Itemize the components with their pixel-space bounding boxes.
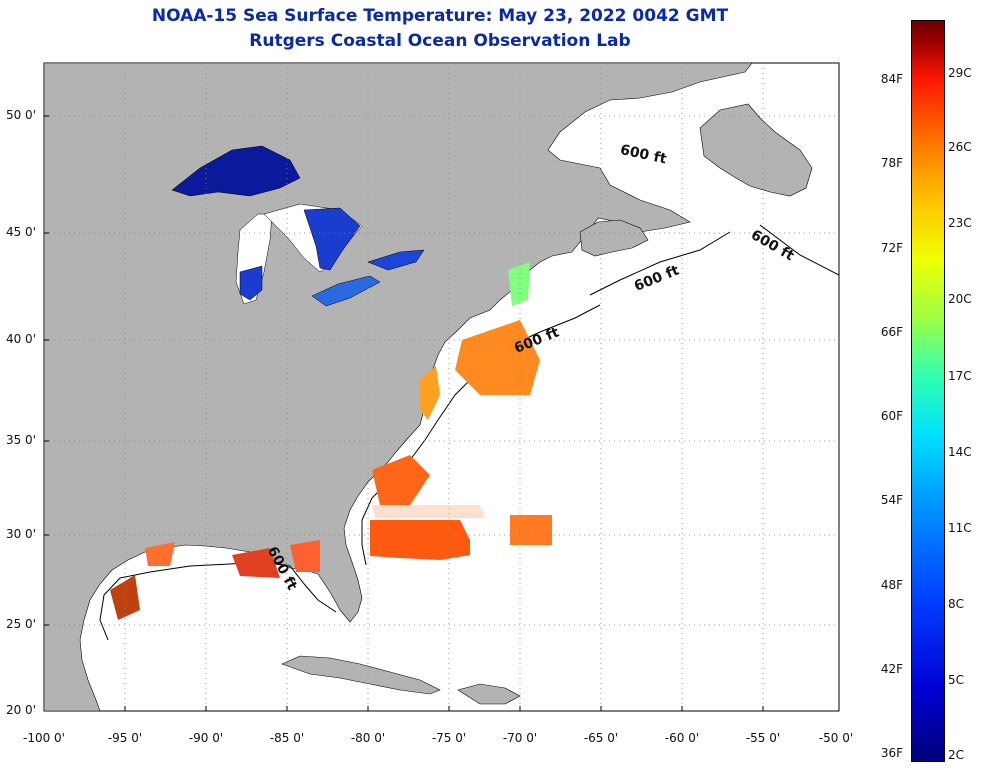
lon-label-65: -65 0' [583, 731, 619, 745]
land-hispaniola [457, 683, 521, 705]
colorbar-label-f: 36F [880, 746, 904, 760]
graticule [44, 63, 839, 711]
map-subtitle: Rutgers Coastal Ocean Observation Lab [249, 31, 631, 51]
temperature-colorbar [911, 20, 945, 762]
lon-label-85: -85 0' [269, 731, 305, 745]
colorbar-label-f: 66F [880, 325, 904, 339]
map-title: NOAA-15 Sea Surface Temperature: May 23,… [151, 6, 729, 26]
colorbar-label-c: 2C [948, 748, 965, 762]
lat-label-20: 20 0' [5, 703, 36, 717]
lon-label-70: -70 0' [502, 731, 538, 745]
land-nova-scotia [579, 219, 649, 257]
colorbar-label-c: 26C [948, 140, 972, 154]
lon-label-100: -100 0' [23, 731, 65, 745]
colorbar-label-f: 54F [880, 493, 904, 507]
colorbar-label-c: 23C [948, 216, 972, 230]
land-newfoundland [699, 103, 813, 197]
colorbar-label-f: 42F [880, 662, 904, 676]
colorbar-label-c: 5C [948, 673, 965, 687]
lon-label-95: -95 0' [107, 731, 143, 745]
lat-label-35: 35 0' [5, 433, 36, 447]
great-lakes [171, 145, 425, 307]
lat-label-40: 40 0' [5, 332, 36, 346]
lon-label-50: -50 0' [818, 731, 854, 745]
colorbar-label-f: 84F [880, 72, 904, 86]
lon-label-75: -75 0' [431, 731, 467, 745]
lat-label-45: 45 0' [5, 225, 36, 239]
lat-label-25: 25 0' [5, 617, 36, 631]
colorbar-label-c: 11C [948, 521, 972, 535]
colorbar-label-c: 8C [948, 597, 965, 611]
colorbar-label-c: 29C [948, 66, 972, 80]
colorbar-label-c: 20C [948, 292, 972, 306]
lon-label-90: -90 0' [188, 731, 224, 745]
land-cuba [281, 655, 441, 695]
colorbar-label-f: 78F [880, 156, 904, 170]
lon-label-55: -55 0' [745, 731, 781, 745]
lat-label-30: 30 0' [5, 527, 36, 541]
colorbar-label-c: 14C [948, 445, 972, 459]
lon-label-60: -60 0' [664, 731, 700, 745]
axis-ticks [44, 115, 764, 711]
lon-label-80: -80 0' [350, 731, 386, 745]
colorbar-label-f: 60F [880, 409, 904, 423]
colorbar-label-f: 72F [880, 241, 904, 255]
colorbar-label-f: 48F [880, 578, 904, 592]
sst-swaths [110, 262, 552, 620]
colorbar-label-c: 17C [948, 369, 972, 383]
lat-label-50: 50 0' [5, 108, 36, 122]
